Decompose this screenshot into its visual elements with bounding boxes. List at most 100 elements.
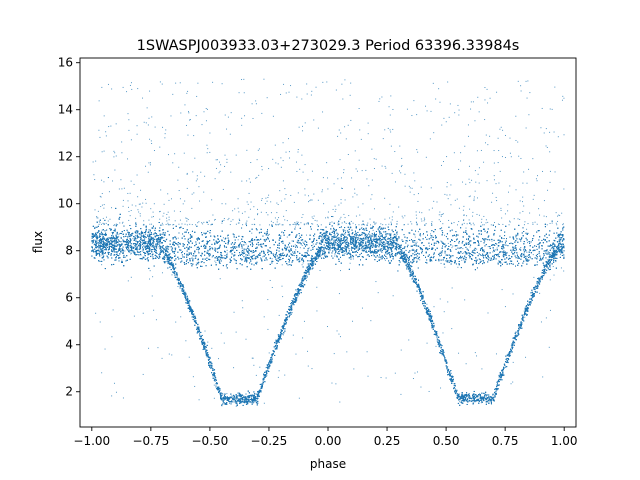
data-point [447,366,449,368]
data-point [450,372,452,374]
data-point [353,236,355,238]
data-point [461,259,463,261]
data-point [281,253,283,255]
data-point [464,262,466,264]
data-point [109,218,111,220]
data-point [352,258,354,260]
data-point [508,353,510,355]
data-point [175,254,177,256]
data-point [491,240,493,242]
data-point [151,244,153,246]
data-point [173,264,175,266]
data-point [119,246,121,248]
data-point [463,395,465,397]
data-point [321,254,323,256]
data-point [526,228,528,230]
data-point [251,232,253,234]
data-point [202,258,204,260]
data-point [350,248,352,250]
data-point [273,351,275,353]
data-point [333,249,335,251]
data-point [269,361,271,363]
data-point [121,259,123,261]
data-point [414,242,416,244]
data-point [158,246,160,248]
data-point [301,264,303,266]
data-point [97,243,99,245]
data-point [95,239,97,241]
data-point [250,396,252,398]
data-point [274,255,276,257]
data-point [245,401,247,403]
data-point [221,405,223,407]
scatter-series [91,78,565,407]
data-point [228,399,230,401]
data-point [118,233,120,235]
data-point [182,284,184,286]
data-point [525,307,527,309]
data-point [152,233,154,235]
data-point [431,320,433,322]
data-point [229,402,231,404]
data-point [116,251,118,253]
data-point [132,238,134,240]
data-point [523,255,525,257]
data-point [215,386,217,388]
data-point [170,263,172,265]
data-point [326,245,328,247]
data-point [130,253,132,255]
data-point [231,400,233,402]
data-point [173,251,175,253]
data-point [530,257,532,259]
data-point [431,260,433,262]
data-point [451,247,453,249]
data-point [305,251,307,253]
data-point [199,333,201,335]
data-point [281,264,283,266]
data-point [95,235,97,237]
data-point [422,234,424,236]
data-point [277,259,279,261]
data-point [436,332,438,334]
data-point [163,236,165,238]
data-point [394,244,396,245]
data-point [222,237,224,239]
data-point [130,252,132,254]
data-point [456,389,458,391]
data-point [323,250,325,252]
data-point [308,266,310,268]
data-point [109,242,111,244]
data-point [401,251,403,253]
data-point [468,243,470,245]
data-point [115,240,117,242]
data-point [402,256,404,258]
data-point [243,399,245,401]
data-point [514,342,516,344]
data-point [248,250,250,252]
data-point [235,405,237,407]
data-point [220,259,222,261]
data-point [302,241,304,243]
data-point [540,276,542,278]
data-point [206,356,208,358]
data-point [360,228,362,230]
data-point [307,267,309,269]
data-point [384,236,386,238]
data-point [164,253,166,255]
data-point [118,256,120,258]
data-point [401,251,403,253]
data-point [487,246,489,248]
data-point [544,271,546,273]
data-point [242,254,244,256]
data-point [283,322,285,324]
data-point [108,240,110,242]
data-point [433,254,435,256]
data-point [531,297,533,299]
data-point [345,230,347,232]
data-point [379,256,381,258]
data-point [332,232,334,234]
data-point [144,253,146,255]
data-point [145,233,147,235]
data-point [463,259,465,261]
